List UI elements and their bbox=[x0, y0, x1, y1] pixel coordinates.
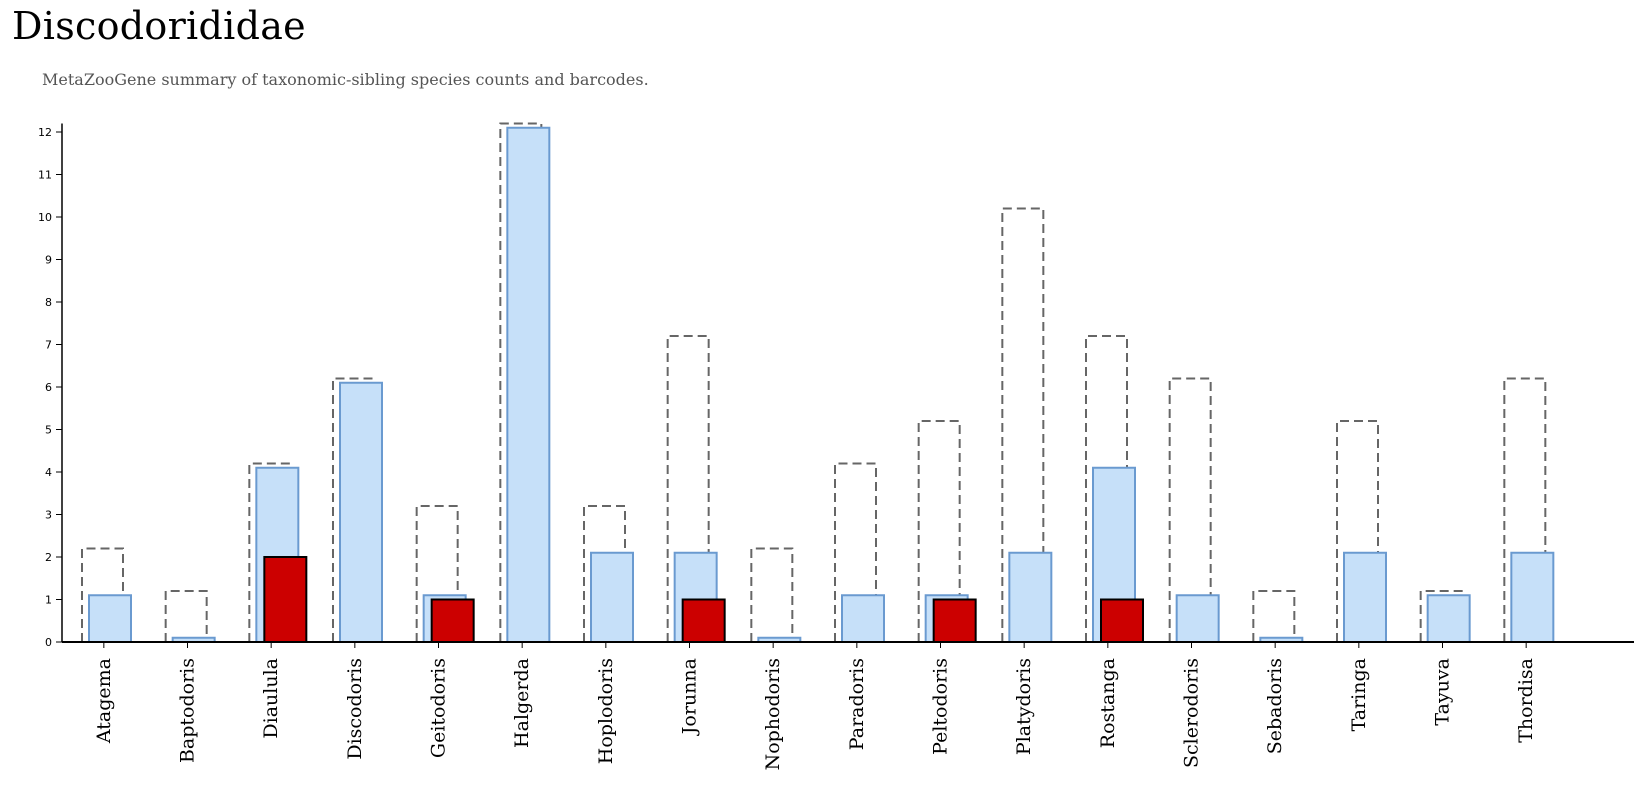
category-label: Taringa bbox=[1348, 658, 1370, 731]
species-bar bbox=[1426, 594, 1471, 643]
species-bar bbox=[841, 594, 885, 643]
category-label: Halgerda bbox=[511, 658, 533, 748]
category-group bbox=[750, 547, 802, 643]
expected-species-bar bbox=[917, 420, 961, 642]
category-label: Diaulula bbox=[260, 658, 282, 739]
category-label: Platydoris bbox=[1013, 658, 1035, 755]
expected-species-bar bbox=[750, 547, 794, 642]
expected-species-bar bbox=[666, 335, 710, 642]
category-label: Tayuva bbox=[1432, 658, 1454, 726]
category-label: Discodoris bbox=[344, 658, 366, 760]
expected-species-bar bbox=[1503, 377, 1547, 642]
y-tick-label: 10 bbox=[38, 211, 52, 224]
expected-species-bar bbox=[81, 547, 124, 642]
category-group bbox=[1503, 377, 1555, 643]
species-bar bbox=[1175, 594, 1220, 643]
species-bar bbox=[1008, 551, 1053, 643]
category-label: Thordisa bbox=[1515, 658, 1537, 743]
category-label: Sebadoris bbox=[1264, 658, 1286, 754]
y-tick-label: 6 bbox=[45, 381, 52, 394]
category-group bbox=[415, 505, 475, 643]
species-bar bbox=[1343, 551, 1387, 643]
y-tick-label: 5 bbox=[45, 424, 52, 437]
category-label: Peltodoris bbox=[930, 658, 952, 755]
category-label: Baptodoris bbox=[177, 658, 199, 763]
y-tick-label: 4 bbox=[45, 466, 52, 479]
barcode-bar bbox=[932, 598, 977, 643]
category-label: Jorunna bbox=[679, 658, 701, 736]
expected-species-bar bbox=[834, 462, 877, 642]
expected-species-bar bbox=[1336, 420, 1379, 642]
page-subtitle: MetaZooGene summary of taxonomic-sibling… bbox=[42, 70, 649, 89]
species-bar bbox=[506, 126, 551, 643]
y-tick-label: 9 bbox=[45, 254, 52, 267]
category-label: Paradoris bbox=[846, 658, 868, 750]
category-label: Rostanga bbox=[1097, 658, 1119, 748]
category-label: Nophodoris bbox=[762, 658, 784, 770]
category-label: Geitodoris bbox=[428, 658, 450, 758]
expected-species-bar bbox=[1252, 590, 1296, 642]
category-group bbox=[1336, 420, 1387, 643]
category-group bbox=[583, 505, 634, 643]
species-bar bbox=[88, 594, 132, 643]
category-group bbox=[666, 335, 726, 643]
expected-species-bar bbox=[1168, 377, 1212, 642]
y-tick-label: 7 bbox=[45, 339, 52, 352]
y-tick-label: 1 bbox=[45, 594, 52, 607]
category-group bbox=[1419, 590, 1471, 643]
barcode-bar bbox=[1100, 598, 1144, 643]
category-group bbox=[164, 590, 216, 643]
category-label: Sclerodoris bbox=[1181, 658, 1203, 768]
species-bar bbox=[1510, 551, 1555, 643]
category-group bbox=[332, 377, 383, 643]
category-group bbox=[834, 462, 885, 643]
species-bar bbox=[339, 381, 383, 643]
expected-species-bar bbox=[415, 505, 459, 642]
category-group bbox=[1085, 335, 1144, 643]
category-label: Hoplodoris bbox=[595, 658, 617, 764]
y-tick-label: 3 bbox=[45, 509, 52, 522]
page-title: Discodorididae bbox=[12, 4, 306, 48]
species-bar bbox=[590, 551, 634, 643]
y-tick-label: 11 bbox=[38, 169, 52, 182]
category-group bbox=[1001, 207, 1053, 643]
category-group bbox=[917, 420, 977, 643]
category-label: Atagema bbox=[93, 658, 115, 744]
barcode-bar bbox=[263, 556, 308, 643]
category-group bbox=[248, 462, 308, 643]
category-group bbox=[1252, 590, 1304, 643]
bars-group bbox=[81, 122, 1555, 643]
y-tick-label: 0 bbox=[45, 636, 52, 649]
category-group bbox=[499, 122, 551, 643]
x-axis: Atagema Baptodoris Diaulula Discodoris Geito… bbox=[62, 641, 1634, 770]
barcode-bar bbox=[430, 598, 475, 643]
expected-species-bar bbox=[1001, 207, 1045, 642]
y-tick-label: 2 bbox=[45, 551, 52, 564]
expected-species-bar bbox=[164, 590, 208, 642]
y-tick-label: 12 bbox=[38, 126, 52, 139]
category-group bbox=[1168, 377, 1220, 643]
expected-species-bar bbox=[1085, 335, 1128, 642]
category-group bbox=[81, 547, 132, 643]
y-tick-label: 8 bbox=[45, 296, 52, 309]
barcode-bar bbox=[681, 598, 726, 643]
